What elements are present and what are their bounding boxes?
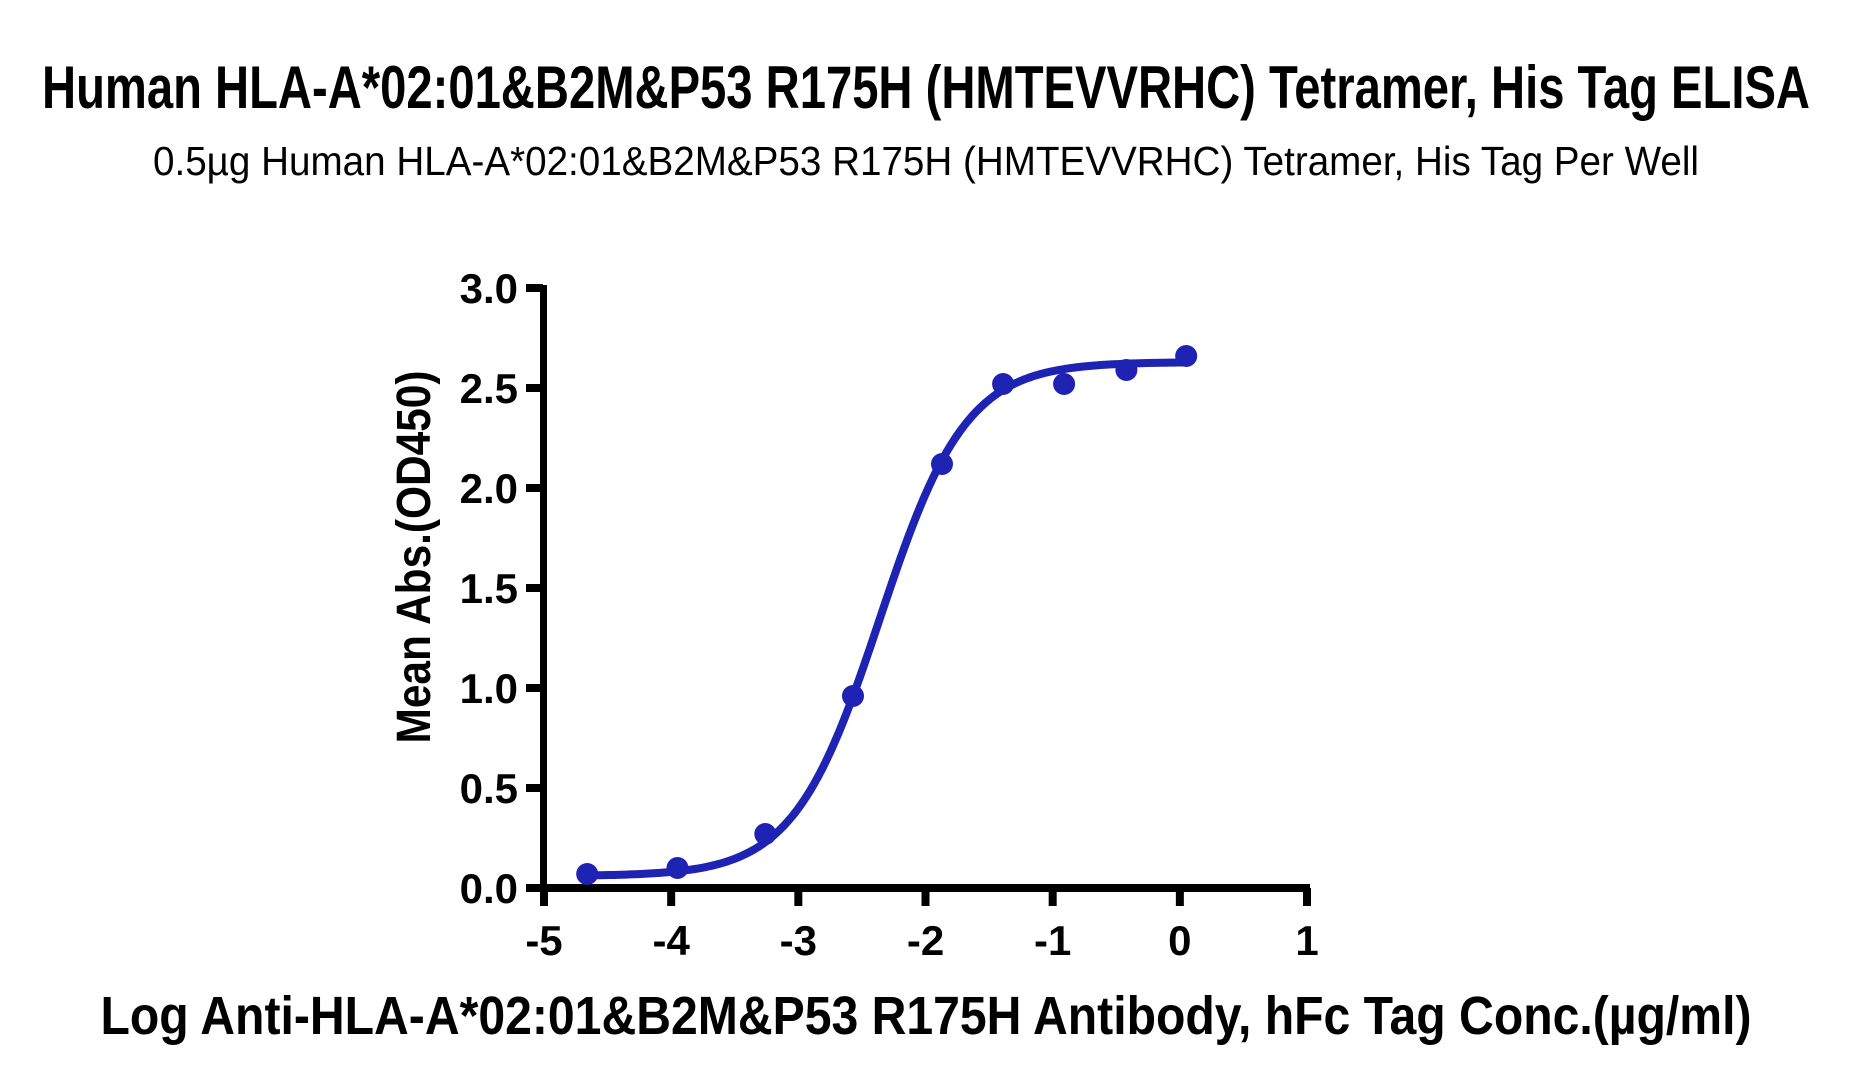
x-tick-label: 1	[1295, 917, 1318, 964]
data-point	[992, 373, 1015, 395]
y-tick-label: 1.5	[460, 565, 518, 612]
data-point	[576, 863, 599, 885]
x-axis-title: Log Anti-HLA-A*02:01&B2M&P53 R175H Antib…	[101, 986, 1752, 1046]
x-tick-label: 0	[1168, 917, 1191, 964]
data-point	[1053, 373, 1076, 395]
data-series	[576, 345, 1198, 885]
axes: 0.0 0.5 1.0 1.5 2.0 2.5 3.0 -5 -4 -3 -2 -1 0 1	[460, 265, 1319, 964]
x-tick-label: -3	[780, 917, 817, 964]
y-tick-label: 2.0	[460, 465, 518, 512]
data-point	[1175, 345, 1198, 367]
x-tick-label: -2	[907, 917, 944, 964]
y-tick-label: 1.0	[460, 665, 518, 712]
y-tick-label: 3.0	[460, 265, 518, 312]
y-tick-label: 0.0	[460, 865, 518, 912]
data-point	[666, 857, 689, 879]
x-tick-label: -5	[525, 917, 562, 964]
y-axis-title: Mean Abs.(OD450)	[388, 371, 441, 744]
data-point	[931, 453, 953, 475]
y-tick-label: 2.5	[460, 365, 518, 412]
data-point	[754, 823, 777, 845]
chart-subtitle: 0.5µg Human HLA-A*02:01&B2M&P53 R175H (H…	[153, 138, 1699, 184]
fit-curve	[583, 358, 1191, 880]
x-tick-label: -1	[1034, 917, 1071, 964]
data-point	[1115, 359, 1138, 381]
y-tick-label: 0.5	[460, 765, 518, 812]
data-point	[842, 685, 864, 707]
x-tick-label: -4	[652, 917, 690, 964]
chart-title: Human HLA-A*02:01&B2M&P53 R175H (HMTEVVR…	[42, 54, 1810, 121]
